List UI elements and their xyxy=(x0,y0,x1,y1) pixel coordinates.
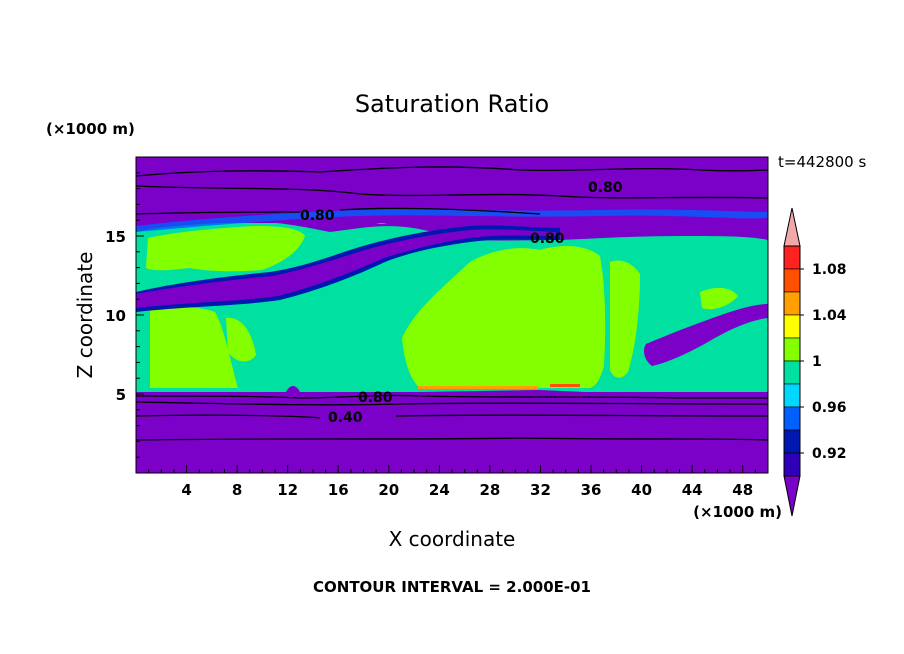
colorbar-label: 1.04 xyxy=(812,308,847,324)
colorbar-label: 1.08 xyxy=(812,262,847,278)
x-tick-label: 20 xyxy=(378,481,399,499)
colorbar-swatch xyxy=(783,291,801,316)
colorbar-swatch xyxy=(783,360,801,385)
colorbar-label: 1 xyxy=(812,354,822,370)
y-axis: 5 10 15 xyxy=(105,172,144,458)
contour-lines xyxy=(136,166,768,441)
colorbar-swatch xyxy=(783,429,801,454)
chart-title: Saturation Ratio xyxy=(355,90,549,118)
x-tick-label: 40 xyxy=(631,481,652,499)
surface-strip xyxy=(418,386,538,389)
colorbar-label: 0.92 xyxy=(812,446,847,462)
contour-label: 0.40 xyxy=(328,410,363,426)
colorbar-swatch xyxy=(783,245,801,270)
x-axis-label: X coordinate xyxy=(389,527,516,551)
x-tick-label: 48 xyxy=(732,481,753,499)
dry-band xyxy=(136,229,556,308)
x-tick-label: 36 xyxy=(581,481,602,499)
colorbar-swatch xyxy=(783,383,801,408)
colorbar-swatch xyxy=(783,406,801,431)
colorbar-bottom-arrow xyxy=(783,475,801,517)
y-tick-label: 10 xyxy=(105,307,126,325)
colorbar-label: 0.96 xyxy=(812,400,847,416)
x-unit-label: (×1000 m) xyxy=(693,503,782,521)
lower-layer xyxy=(136,392,768,473)
colorbar-swatch xyxy=(783,452,801,477)
colorbar-swatch xyxy=(783,268,801,293)
colorbar: 1.08 1.04 1 0.96 0.92 xyxy=(783,207,847,517)
x-tick-label: 12 xyxy=(277,481,298,499)
y-axis-label: Z coordinate xyxy=(73,252,97,379)
contour-label: 0.80 xyxy=(588,180,623,196)
x-tick-label: 4 xyxy=(181,481,191,499)
x-tick-label: 32 xyxy=(530,481,551,499)
contour-label: 0.80 xyxy=(530,231,565,247)
y-unit-label: (×1000 m) xyxy=(46,120,135,138)
right-dry-intrusion xyxy=(644,304,768,366)
x-tick-label: 28 xyxy=(479,481,500,499)
contour-label: 0.80 xyxy=(300,208,335,224)
x-tick-label: 8 xyxy=(232,481,242,499)
colorbar-swatch xyxy=(783,314,801,339)
x-tick-label: 16 xyxy=(328,481,349,499)
contour-label: 0.80 xyxy=(358,390,393,406)
contour-interval-label: CONTOUR INTERVAL = 2.000E-01 xyxy=(313,578,591,596)
saturation-field: 0.80 0.80 0.80 0.80 0.40 xyxy=(136,157,768,473)
colorbar-swatch xyxy=(783,337,801,362)
x-tick-label: 44 xyxy=(682,481,703,499)
y-tick-label: 5 xyxy=(116,386,126,404)
x-tick-label: 24 xyxy=(429,481,450,499)
y-tick-label: 15 xyxy=(105,228,126,246)
colorbar-top-arrow xyxy=(783,207,801,247)
x-axis: 4 8 12 16 20 24 28 32 36 40 44 48 xyxy=(148,465,756,499)
supersaturated-regions xyxy=(146,206,738,388)
time-label: t=442800 s xyxy=(778,153,866,171)
